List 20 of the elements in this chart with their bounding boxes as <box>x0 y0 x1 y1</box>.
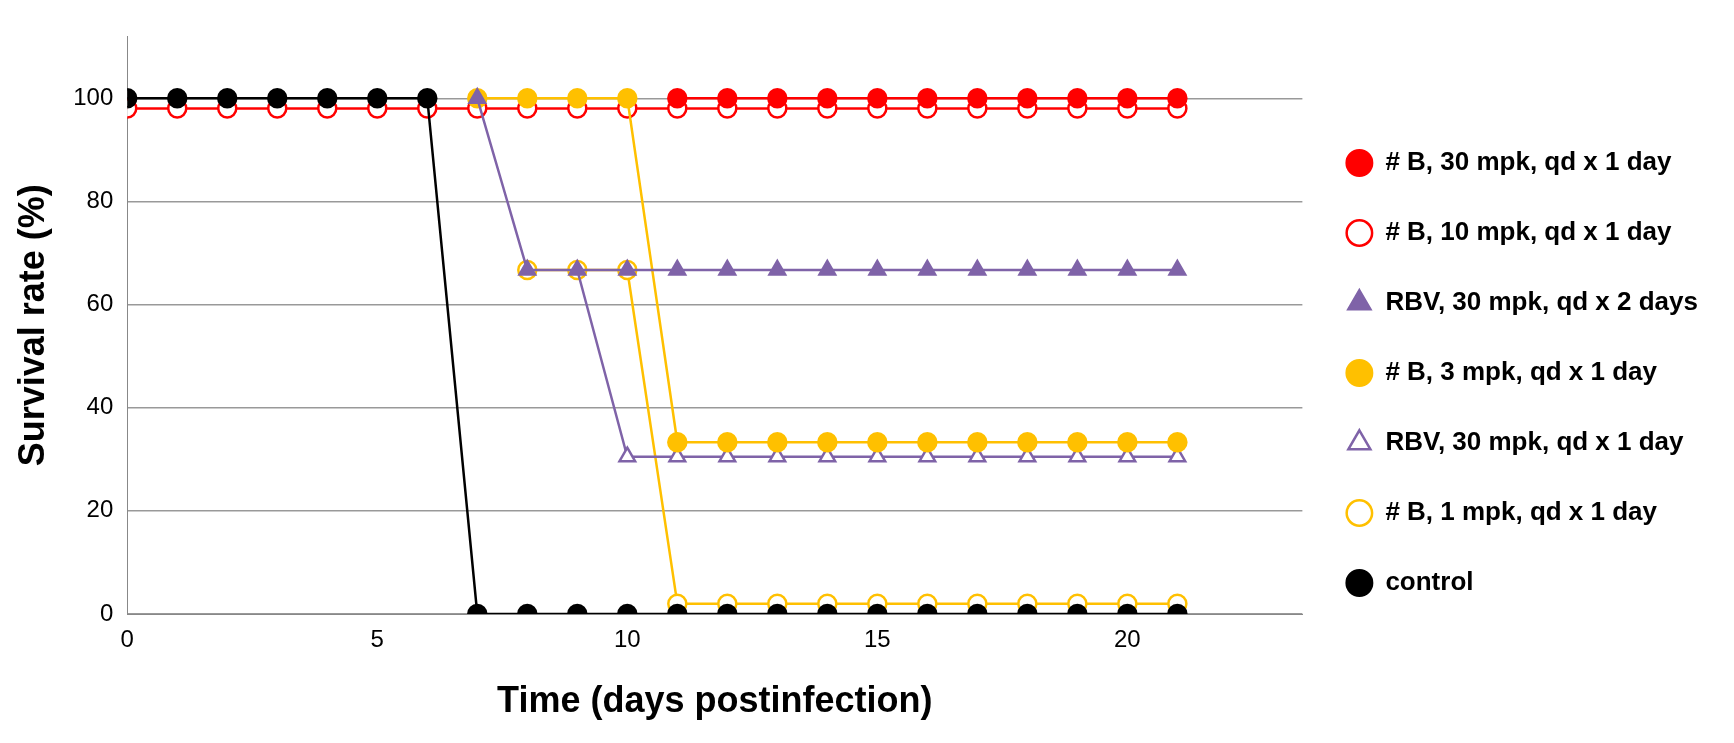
y-tick-label: 60 <box>86 289 114 317</box>
legend-label: control <box>1385 566 1474 597</box>
legend-label: RBV, 30 mpk, qd x 2 days <box>1385 286 1698 317</box>
y-tick-label: 100 <box>73 82 114 110</box>
y-tick-label: 20 <box>86 495 114 523</box>
x-tick-label: 15 <box>863 625 891 653</box>
y-tick-label: 80 <box>86 186 114 214</box>
x-tick-label: 0 <box>120 625 134 653</box>
x-tick-label: 5 <box>370 625 384 653</box>
legend-label: # B, 30 mpk, qd x 1 day <box>1385 146 1673 177</box>
legend-label: # B, 1 mpk, qd x 1 day <box>1385 496 1658 527</box>
legend-label: # B, 10 mpk, qd x 1 day <box>1385 216 1673 247</box>
x-tick-label: 10 <box>613 625 641 653</box>
legend-label: # B, 3 mpk, qd x 1 day <box>1385 356 1658 387</box>
x-axis-title: Time (days postinfection) <box>497 679 933 721</box>
y-axis-title: Survival rate (%) <box>10 184 52 467</box>
legend-label: RBV, 30 mpk, qd x 1 day <box>1385 426 1685 457</box>
y-tick-label: 40 <box>86 392 114 420</box>
x-tick-label: 20 <box>1114 625 1141 653</box>
y-tick-label: 0 <box>99 598 114 626</box>
